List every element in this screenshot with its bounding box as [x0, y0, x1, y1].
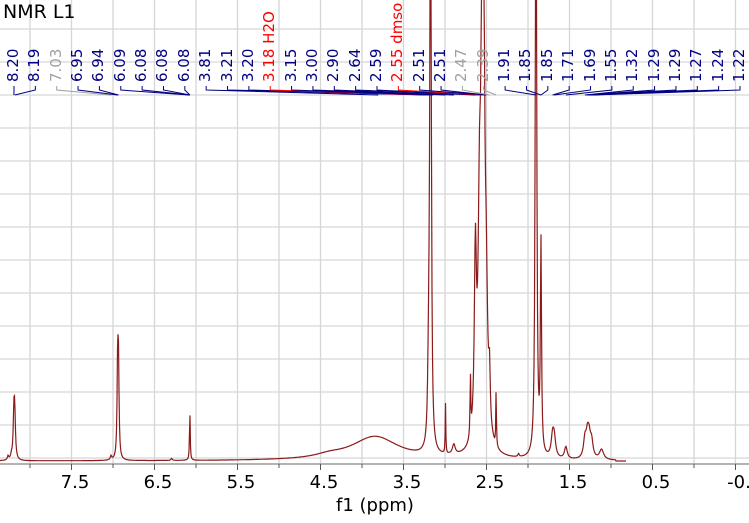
peak-connector — [504, 86, 537, 96]
peak-connector — [461, 86, 490, 96]
peak-connector — [14, 86, 36, 96]
peak-label: 1.55 — [601, 48, 620, 82]
peak-connector — [77, 86, 118, 96]
peak-label: 2.47 — [452, 48, 471, 82]
peak-connector — [584, 86, 634, 96]
peak-connector — [205, 86, 379, 96]
peak-connector — [98, 86, 119, 96]
peak-label: 6.08 — [153, 48, 172, 82]
peak-connector — [554, 86, 592, 96]
peak-connector — [184, 86, 191, 96]
peak-label: 3.20 — [238, 48, 257, 82]
x-axis-label: f1 (ppm) — [336, 495, 414, 516]
peak-label: 1.29 — [644, 48, 663, 82]
peak-label: 2.39 — [473, 48, 492, 82]
x-tick-label: 6.5 — [143, 472, 173, 493]
peak-connector — [565, 86, 613, 96]
peak-label: 1.69 — [580, 48, 599, 82]
peak-label: 2.59 — [367, 48, 385, 82]
peak-label: 1.32 — [623, 48, 642, 82]
x-tick-label: 2.5 — [475, 472, 505, 493]
peak-label: 6.08 — [132, 48, 151, 82]
peak-label: 2.90 — [324, 48, 343, 82]
peak-connector — [397, 86, 483, 96]
peak-connector — [440, 86, 487, 96]
peak-connector — [593, 86, 741, 96]
peak-connector — [291, 86, 434, 96]
peak-label: 2.55 dmso — [388, 2, 407, 82]
peak-label: 1.85 — [516, 48, 535, 82]
x-tick-label: 0.5 — [641, 472, 671, 493]
x-tick-label: 1.5 — [558, 472, 588, 493]
peak-connector — [552, 86, 570, 96]
peak-label: 6.08 — [174, 48, 193, 82]
peak-connector — [419, 86, 487, 96]
peak-connector — [141, 86, 190, 96]
x-tick-label: 4.5 — [309, 472, 339, 493]
peak-connector — [540, 86, 549, 96]
peak-connector — [525, 86, 542, 96]
peak-connector — [56, 86, 112, 96]
peak-label: 3.81 — [196, 48, 215, 82]
peak-label: 2.51 — [431, 48, 450, 82]
peak-label: 1.24 — [708, 48, 727, 82]
peak-label: 1.29 — [665, 48, 684, 82]
x-tick-label: 5.5 — [226, 472, 256, 493]
peak-label: 2.51 — [409, 48, 428, 82]
x-tick-label: -0. — [727, 472, 749, 493]
chart-title: NMR L1 — [3, 1, 76, 23]
peak-connector — [120, 86, 190, 96]
peak-connector — [376, 86, 480, 96]
peak-label: 2.64 — [345, 48, 364, 82]
peak-connector — [162, 86, 190, 96]
peak-label: 8.19 — [25, 48, 44, 82]
peak-label: 6.95 — [68, 48, 87, 82]
peak-connector — [333, 86, 454, 96]
peak-label: 3.18 H2O — [260, 11, 279, 82]
spectrum-line — [0, 0, 626, 462]
peak-label: 6.94 — [89, 48, 108, 82]
peak-label: 3.15 — [281, 48, 300, 82]
peak-connector — [312, 86, 446, 96]
peak-label: 1.91 — [495, 48, 514, 82]
peak-label: 7.03 — [46, 48, 65, 82]
peak-label: 1.22 — [730, 48, 748, 82]
x-tick-label: 3.5 — [392, 472, 422, 493]
peak-label: 8.20 — [4, 48, 22, 82]
peak-label: 1.85 — [537, 48, 556, 82]
peak-label: 1.71 — [559, 48, 578, 82]
peak-label: 3.00 — [302, 48, 321, 82]
peak-connector — [483, 86, 497, 96]
peak-label: 6.09 — [110, 48, 129, 82]
peak-label: 1.27 — [687, 48, 706, 82]
peak-label: 3.21 — [217, 48, 236, 82]
x-tick-label: 7.5 — [60, 472, 90, 493]
